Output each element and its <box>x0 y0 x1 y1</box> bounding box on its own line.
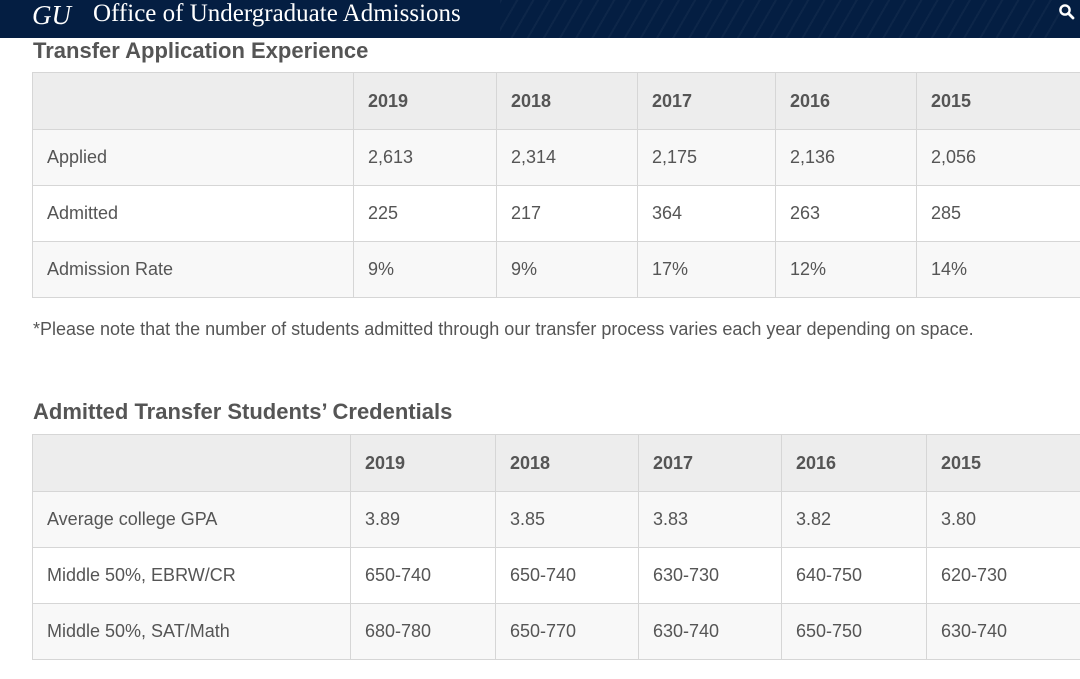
table-cell: 3.89 <box>350 491 496 548</box>
table-cell: 364 <box>637 185 776 242</box>
table-cell: 650-770 <box>495 603 639 660</box>
column-header <box>32 434 351 492</box>
credentials-table: 2019 2018 2017 2016 2015 Average college… <box>32 434 1080 660</box>
table-cell: 2,056 <box>916 129 1080 186</box>
table-row: Middle 50%, SAT/Math 680-780 650-770 630… <box>32 603 1080 660</box>
table-row: Average college GPA 3.89 3.85 3.83 3.82 … <box>32 491 1080 548</box>
transfer-experience-heading: Transfer Application Experience <box>33 38 369 63</box>
table-cell: 12% <box>775 241 917 298</box>
table-cell: 630-740 <box>638 603 782 660</box>
credentials-heading: Admitted Transfer Students’ Credentials <box>33 399 453 424</box>
row-label: Middle 50%, EBRW/CR <box>32 547 351 604</box>
table-cell: 2,314 <box>496 129 638 186</box>
column-header: 2017 <box>638 434 782 492</box>
table-cell: 14% <box>916 241 1080 298</box>
table-row: Admitted 225 217 364 263 285 <box>32 185 1080 242</box>
table-row: Middle 50%, EBRW/CR 650-740 650-740 630-… <box>32 547 1080 604</box>
table-cell: 640-750 <box>781 547 927 604</box>
table-cell: 3.80 <box>926 491 1080 548</box>
column-header: 2016 <box>781 434 927 492</box>
row-label: Admission Rate <box>32 241 354 298</box>
table-cell: 630-730 <box>638 547 782 604</box>
gu-logo[interactable]: GU <box>32 0 71 30</box>
office-title[interactable]: Office of Undergraduate Admissions <box>93 0 461 27</box>
column-header <box>32 72 354 130</box>
table-cell: 17% <box>637 241 776 298</box>
table-cell: 225 <box>353 185 497 242</box>
site-header: GU Office of Undergraduate Admissions <box>0 0 1080 38</box>
column-header: 2017 <box>637 72 776 130</box>
row-label: Average college GPA <box>32 491 351 548</box>
space-note: *Please note that the number of students… <box>33 319 974 339</box>
table-cell: 630-740 <box>926 603 1080 660</box>
column-header: 2015 <box>916 72 1080 130</box>
row-label: Admitted <box>32 185 354 242</box>
table-cell: 3.85 <box>495 491 639 548</box>
table-cell: 650-740 <box>350 547 496 604</box>
table-cell: 650-740 <box>495 547 639 604</box>
table-cell: 285 <box>916 185 1080 242</box>
row-label: Middle 50%, SAT/Math <box>32 603 351 660</box>
column-header: 2019 <box>350 434 496 492</box>
table-header-row: 2019 2018 2017 2016 2015 <box>32 72 1080 130</box>
search-icon[interactable] <box>1058 3 1076 21</box>
table-cell: 2,175 <box>637 129 776 186</box>
row-label: Applied <box>32 129 354 186</box>
column-header: 2018 <box>496 72 638 130</box>
header-pattern <box>500 0 1060 38</box>
table-cell: 263 <box>775 185 917 242</box>
table-header-row: 2019 2018 2017 2016 2015 <box>32 434 1080 492</box>
table-cell: 217 <box>496 185 638 242</box>
table-cell: 9% <box>496 241 638 298</box>
table-row: Admission Rate 9% 9% 17% 12% 14% <box>32 241 1080 298</box>
table-cell: 3.83 <box>638 491 782 548</box>
table-cell: 3.82 <box>781 491 927 548</box>
table-cell: 620-730 <box>926 547 1080 604</box>
column-header: 2018 <box>495 434 639 492</box>
table-cell: 650-750 <box>781 603 927 660</box>
column-header: 2015 <box>926 434 1080 492</box>
transfer-experience-table: 2019 2018 2017 2016 2015 Applied 2,613 2… <box>32 72 1080 298</box>
table-cell: 9% <box>353 241 497 298</box>
table-cell: 2,136 <box>775 129 917 186</box>
column-header: 2019 <box>353 72 497 130</box>
column-header: 2016 <box>775 72 917 130</box>
table-cell: 680-780 <box>350 603 496 660</box>
table-row: Applied 2,613 2,314 2,175 2,136 2,056 <box>32 129 1080 186</box>
table-cell: 2,613 <box>353 129 497 186</box>
